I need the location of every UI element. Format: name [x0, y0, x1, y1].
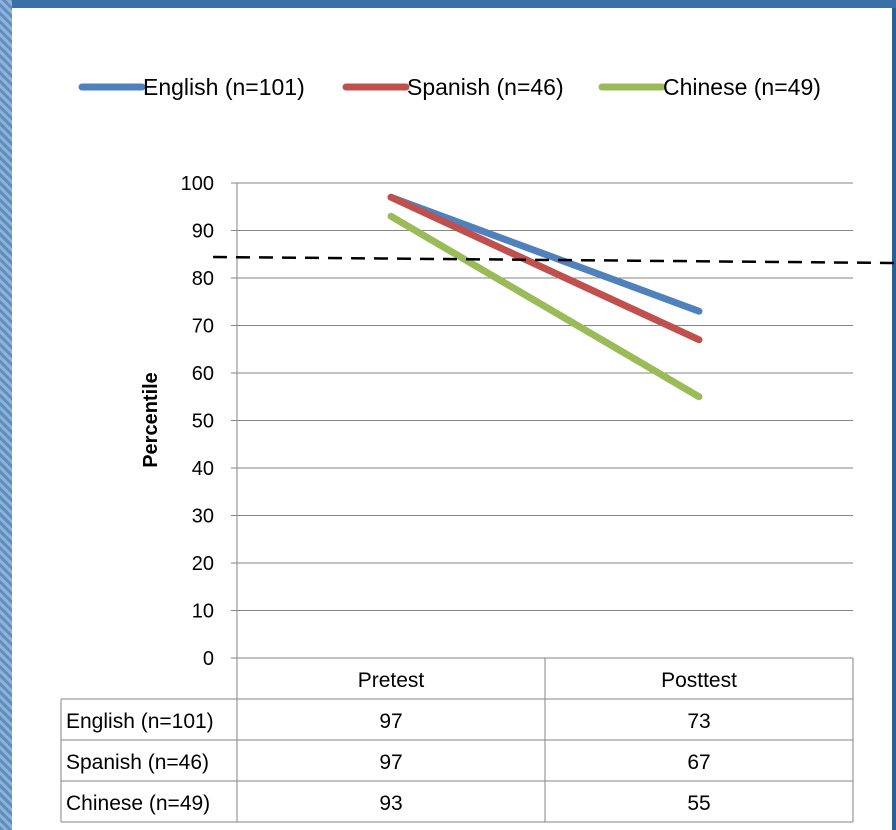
- frame-top-border: [0, 0, 896, 8]
- table-cell-value: 97: [379, 710, 402, 733]
- table-cell-value: 97: [379, 751, 402, 774]
- y-tick-label: 60: [192, 363, 214, 385]
- y-axis-ticks: 0 10 20 30 40 50 60 70 80 90 100: [181, 173, 214, 670]
- y-tick-label: 50: [192, 411, 214, 433]
- y-axis-label: Percentile: [140, 372, 162, 468]
- frame-left-pattern: [0, 0, 12, 830]
- y-tick-label: 0: [203, 648, 214, 670]
- y-tick-label: 80: [192, 268, 214, 290]
- chart-series: [387, 193, 703, 401]
- y-tick-label: 100: [181, 173, 214, 195]
- legend-label-1: Spanish (n=46): [407, 74, 564, 100]
- chart-legend: English (n=101) Spanish (n=46) Chinese (n=…: [78, 74, 821, 100]
- series-line-1: [387, 193, 703, 344]
- chart-gridlines: [231, 182, 853, 659]
- legend-label-0: English (n=101): [143, 74, 305, 100]
- table-row-label: English (n=101): [66, 710, 214, 733]
- table-cell-value: 93: [379, 792, 402, 815]
- table-cell-value: 55: [687, 792, 710, 815]
- series-line-0: [387, 193, 703, 315]
- legend-label-2: Chinese (n=49): [663, 74, 821, 100]
- x-category-label: Posttest: [661, 669, 737, 692]
- table-row-label: Spanish (n=46): [66, 751, 209, 774]
- y-tick-label: 20: [192, 553, 214, 575]
- slide-panel: [12, 8, 892, 830]
- table-cell-value: 73: [687, 710, 710, 733]
- y-tick-label: 70: [192, 316, 214, 338]
- y-tick-label: 40: [192, 458, 214, 480]
- table-row-label: Chinese (n=49): [66, 792, 210, 815]
- data-table: Pretest Posttest English (n=101) 97 73 Spanis…: [60, 657, 854, 823]
- series-line-2: [387, 212, 703, 401]
- x-category-label: Pretest: [358, 669, 425, 692]
- y-tick-label: 30: [192, 506, 214, 528]
- y-tick-label: 10: [192, 601, 214, 623]
- table-cell-value: 67: [687, 751, 710, 774]
- y-tick-label: 90: [192, 221, 214, 243]
